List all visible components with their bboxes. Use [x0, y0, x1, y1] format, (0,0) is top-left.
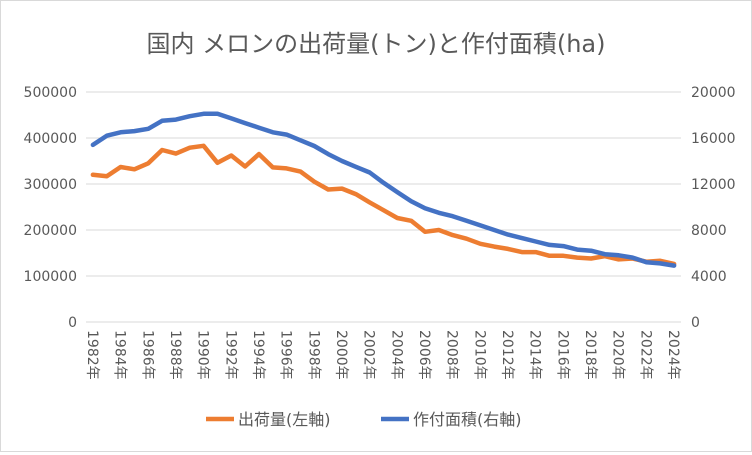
left-axis-tick-label: 0 [68, 315, 77, 331]
right-axis-tick-label: 20000 [691, 85, 736, 101]
x-axis-tick-label: 2008年 [444, 330, 460, 380]
x-axis-tick-label: 1986年 [139, 330, 155, 380]
x-axis-tick-label: 2014年 [527, 330, 543, 380]
left-axis-tick-label: 400000 [24, 131, 77, 147]
right-axis-tick-label: 8000 [691, 223, 727, 239]
x-axis-tick-label: 2010年 [471, 330, 487, 380]
legend-label: 出荷量(左軸) [238, 410, 331, 429]
legend-label: 作付面積(右軸) [413, 410, 522, 429]
x-axis-tick-label: 1998年 [305, 330, 321, 380]
x-axis-tick-label: 1990年 [195, 330, 211, 380]
x-axis-tick-label: 1988年 [167, 330, 183, 380]
left-axis-tick-label: 300000 [24, 177, 77, 193]
series-line-area [93, 114, 674, 266]
x-axis-tick-label: 2016年 [554, 330, 570, 380]
x-axis-tick-label: 2006年 [416, 330, 432, 380]
right-axis-tick-label: 4000 [691, 269, 727, 285]
right-axis-tick-label: 12000 [691, 177, 736, 193]
left-axis-tick-label: 500000 [24, 85, 77, 101]
x-axis-tick-label: 1996年 [278, 330, 294, 380]
right-axis-tick-label: 16000 [691, 131, 736, 147]
x-axis-tick-label: 1984年 [112, 330, 128, 380]
left-axis-tick-label: 100000 [24, 269, 77, 285]
x-axis-tick-label: 2000年 [333, 330, 349, 380]
x-axis-tick-label: 2018年 [582, 330, 598, 380]
chart-title: 国内 メロンの出荷量(トン)と作付面積(ha) [147, 30, 606, 58]
x-axis-tick-label: 1982年 [84, 330, 100, 380]
x-axis-tick-label: 1994年 [250, 330, 266, 380]
x-axis-tick-label: 2004年 [388, 330, 404, 380]
x-axis-tick-label: 1992年 [222, 330, 238, 380]
left-axis-tick-label: 200000 [24, 223, 77, 239]
series-line-shipment [93, 146, 674, 264]
x-axis-tick-label: 2012年 [499, 330, 515, 380]
right-axis-tick-label: 0 [691, 315, 700, 331]
x-axis-tick-label: 2002年 [361, 330, 377, 380]
x-axis-tick-label: 2020年 [610, 330, 626, 380]
x-axis-tick-label: 2024年 [665, 330, 681, 380]
x-axis-tick-label: 2022年 [637, 330, 653, 380]
